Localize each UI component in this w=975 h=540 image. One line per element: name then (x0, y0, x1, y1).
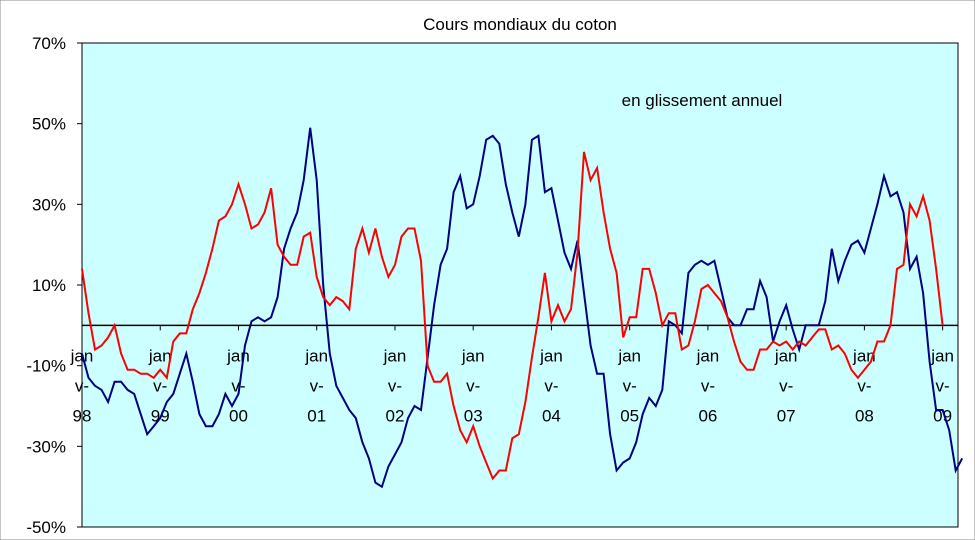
x-tick-label: jan v-03 (461, 346, 485, 425)
series-line (81, 151, 944, 481)
x-tick-label: jan v-08 (852, 346, 876, 425)
x-tick-label: jan v-02 (383, 346, 407, 425)
y-tick-label: 70% (32, 34, 66, 53)
plot-area (81, 42, 959, 528)
x-tick-label: jan v-05 (617, 346, 641, 425)
y-tick-label: 10% (32, 276, 66, 295)
y-tick-label: -30% (26, 437, 66, 456)
x-tick-label: jan v-04 (539, 346, 563, 425)
x-tick-label: jan v-07 (774, 346, 798, 425)
y-tick-label: -10% (26, 357, 66, 376)
x-tick-label: jan v-06 (696, 346, 720, 425)
series-line (81, 127, 964, 489)
x-tick-label: jan v-99 (148, 346, 172, 425)
x-tick-label: jan v-09 (930, 346, 954, 425)
chart-title: Cours mondiaux du coton (423, 15, 617, 34)
y-tick-label: 30% (32, 195, 66, 214)
y-tick-label: -50% (26, 518, 66, 537)
y-tick-label: 50% (32, 115, 66, 134)
x-tick-label: jan v-98 (70, 346, 94, 425)
x-tick-label: jan v-00 (226, 346, 250, 425)
annotation: en glissement annuel (622, 91, 783, 110)
x-tick-label: jan v-01 (304, 346, 328, 425)
